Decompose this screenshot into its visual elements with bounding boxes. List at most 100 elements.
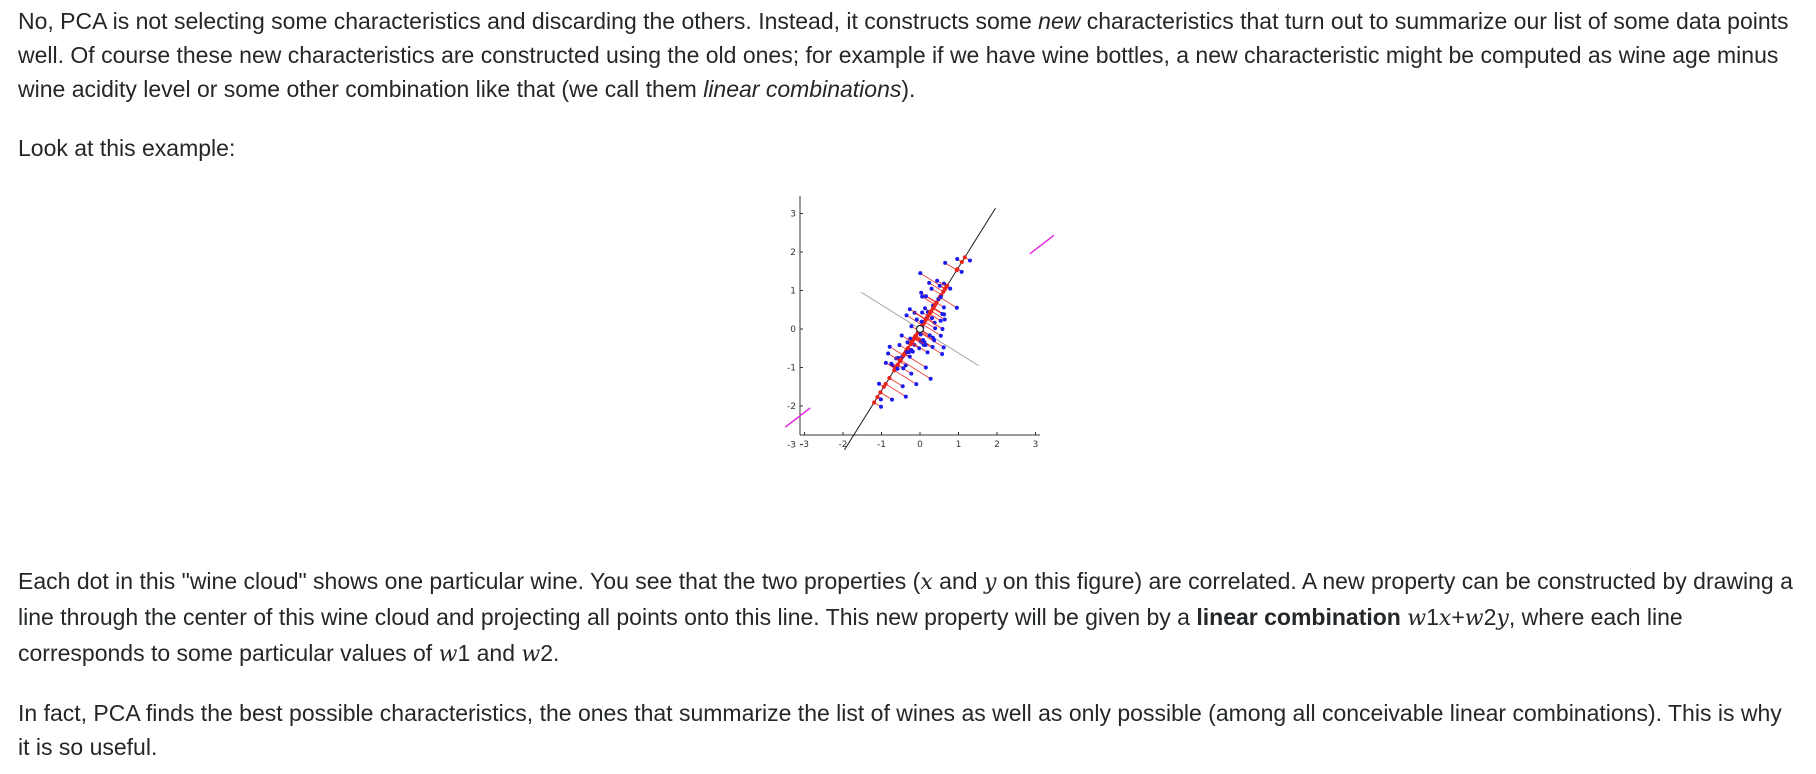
data-point	[932, 338, 937, 343]
data-point	[938, 295, 943, 300]
math-subscript: 1	[457, 640, 471, 666]
data-point	[942, 317, 947, 322]
data-point	[905, 340, 910, 345]
data-point	[927, 333, 932, 338]
data-point	[930, 345, 935, 350]
y-tick-label: 2	[790, 248, 796, 258]
projection-line	[885, 383, 907, 397]
y-tick-label: 0	[790, 325, 796, 335]
math-x: x	[920, 570, 933, 595]
data-point	[900, 384, 905, 389]
projected-point	[909, 339, 915, 344]
data-point	[919, 290, 924, 295]
projection-line	[939, 296, 958, 309]
data-point	[904, 313, 909, 318]
data-point	[923, 365, 928, 370]
data-point	[901, 366, 906, 371]
data-point	[907, 307, 912, 312]
bold-linear-combination: linear combination	[1196, 604, 1401, 630]
data-point	[937, 283, 942, 288]
math-subscript: 2	[540, 640, 554, 666]
data-point	[879, 404, 884, 409]
x-tick-label: 3	[1033, 440, 1039, 450]
data-point	[905, 350, 910, 355]
data-point	[918, 332, 923, 337]
projection-line	[893, 370, 917, 385]
projected-point	[875, 395, 880, 400]
math-w: w	[438, 642, 458, 667]
text-segment: on this figure) are correlated. A new pr…	[18, 568, 1793, 630]
projection-line	[918, 331, 944, 348]
data-point	[895, 366, 900, 371]
projection-line	[906, 314, 923, 326]
math-w: w	[521, 642, 541, 667]
data-point	[935, 278, 940, 283]
data-point	[940, 326, 945, 331]
projection-line	[930, 310, 945, 320]
paragraph-look-at-example: Look at this example:	[18, 135, 236, 161]
magenta-marker	[1029, 234, 1054, 255]
x-tick-label: -1	[877, 440, 886, 450]
text-segment: Each dot in this "wine cloud" shows one …	[18, 568, 921, 594]
projection-line	[922, 324, 942, 337]
paragraph-wine-cloud: Each dot in this "wine cloud" shows one …	[18, 564, 1798, 672]
text-segment: .	[553, 640, 560, 666]
data-point	[877, 381, 882, 386]
data-point	[918, 271, 923, 276]
projected-point	[901, 353, 906, 358]
data-point	[899, 333, 904, 338]
data-point	[890, 397, 895, 402]
data-point	[919, 319, 924, 324]
x-tick-label: 0	[917, 440, 923, 450]
projected-point	[881, 384, 886, 389]
projection-line	[928, 282, 944, 292]
projection-line	[914, 337, 926, 346]
data-point	[948, 286, 953, 291]
text-segment: and	[932, 568, 984, 594]
data-point	[923, 343, 928, 348]
data-point	[920, 294, 925, 299]
data-point	[943, 260, 948, 265]
center-point	[915, 324, 925, 334]
data-point	[914, 382, 919, 387]
pca-scatter-plot: -3 -2 -1 0 1 2 3 3 2 1 0 -1 -2 -3	[784, 196, 1054, 451]
projected-point	[871, 400, 877, 405]
data-point	[909, 324, 914, 329]
data-point	[883, 360, 888, 365]
projected-point	[944, 284, 949, 289]
data-point	[928, 376, 933, 381]
y-tick-label: 3	[790, 210, 796, 220]
data-point	[940, 312, 945, 317]
text-segment: and	[470, 640, 522, 666]
data-point	[921, 338, 926, 343]
y-tick-label: -3	[787, 441, 796, 451]
data-point	[941, 345, 946, 350]
data-point	[927, 280, 932, 285]
data-point	[917, 346, 922, 351]
projected-point	[923, 317, 929, 322]
data-point	[929, 286, 934, 291]
data-point	[929, 316, 934, 321]
math-plus: +	[1451, 604, 1465, 630]
projection-line	[880, 392, 893, 400]
math-y: y	[1496, 606, 1509, 631]
y-tick-label: 1	[790, 287, 796, 297]
data-point	[941, 305, 946, 310]
data-point	[878, 397, 883, 402]
y-tick-label: -1	[787, 364, 796, 374]
projection-line	[889, 377, 903, 387]
projected-point	[954, 268, 959, 273]
math-w: w	[1407, 606, 1427, 631]
data-point	[903, 394, 908, 399]
math-subscript: 2	[1483, 604, 1497, 630]
data-point	[920, 310, 925, 315]
math-x: x	[1438, 606, 1452, 631]
data-point	[959, 269, 964, 274]
data-point	[887, 344, 892, 349]
projected-point	[898, 357, 903, 363]
paragraph-intro: No, PCA is not selecting some characteri…	[18, 4, 1798, 106]
data-point	[907, 354, 912, 359]
math-y: y	[983, 570, 997, 595]
projection-line	[889, 346, 904, 356]
data-point	[925, 350, 930, 355]
